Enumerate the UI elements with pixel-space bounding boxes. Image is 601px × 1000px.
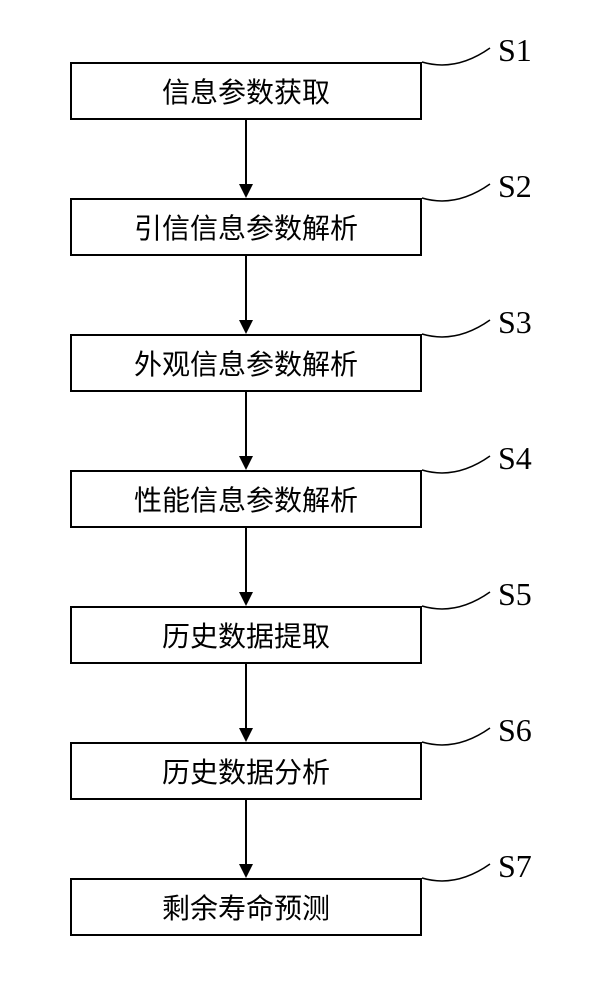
flow-node-n2: 引信信息参数解析: [70, 198, 422, 256]
leader-line: [418, 860, 494, 882]
arrow-n4-n5: [245, 528, 247, 592]
arrow-head-icon: [239, 320, 253, 334]
leader-line: [418, 452, 494, 474]
flow-node-n7: 剩余寿命预测: [70, 878, 422, 936]
flow-node-text: 引信信息参数解析: [134, 207, 358, 247]
step-label-s2: S2: [498, 168, 532, 205]
leader-line: [418, 316, 494, 338]
arrow-head-icon: [239, 728, 253, 742]
leader-line: [418, 588, 494, 610]
arrow-n6-n7: [245, 800, 247, 864]
flow-node-text: 性能信息参数解析: [134, 479, 358, 519]
step-label-s7: S7: [498, 848, 532, 885]
flow-node-n3: 外观信息参数解析: [70, 334, 422, 392]
leader-line: [418, 44, 494, 66]
flow-node-n1: 信息参数获取: [70, 62, 422, 120]
flow-node-text: 历史数据分析: [162, 751, 330, 791]
flow-node-text: 信息参数获取: [162, 71, 330, 111]
leader-line: [418, 180, 494, 202]
arrow-n5-n6: [245, 664, 247, 728]
flow-node-text: 剩余寿命预测: [162, 887, 330, 927]
arrow-n2-n3: [245, 256, 247, 320]
flow-node-text: 外观信息参数解析: [134, 343, 358, 383]
arrow-head-icon: [239, 592, 253, 606]
flow-node-n6: 历史数据分析: [70, 742, 422, 800]
arrow-n3-n4: [245, 392, 247, 456]
flowchart-container: 信息参数获取 S1 引信信息参数解析 S2 外观信息参数解析 S3 性能信息参数解析 S4 历史…: [0, 0, 601, 1000]
step-label-s3: S3: [498, 304, 532, 341]
step-label-s5: S5: [498, 576, 532, 613]
step-label-s6: S6: [498, 712, 532, 749]
arrow-head-icon: [239, 184, 253, 198]
arrow-n1-n2: [245, 120, 247, 184]
flow-node-n5: 历史数据提取: [70, 606, 422, 664]
flow-node-text: 历史数据提取: [162, 615, 330, 655]
arrow-head-icon: [239, 864, 253, 878]
step-label-s1: S1: [498, 32, 532, 69]
leader-line: [418, 724, 494, 746]
flow-node-n4: 性能信息参数解析: [70, 470, 422, 528]
step-label-s4: S4: [498, 440, 532, 477]
arrow-head-icon: [239, 456, 253, 470]
